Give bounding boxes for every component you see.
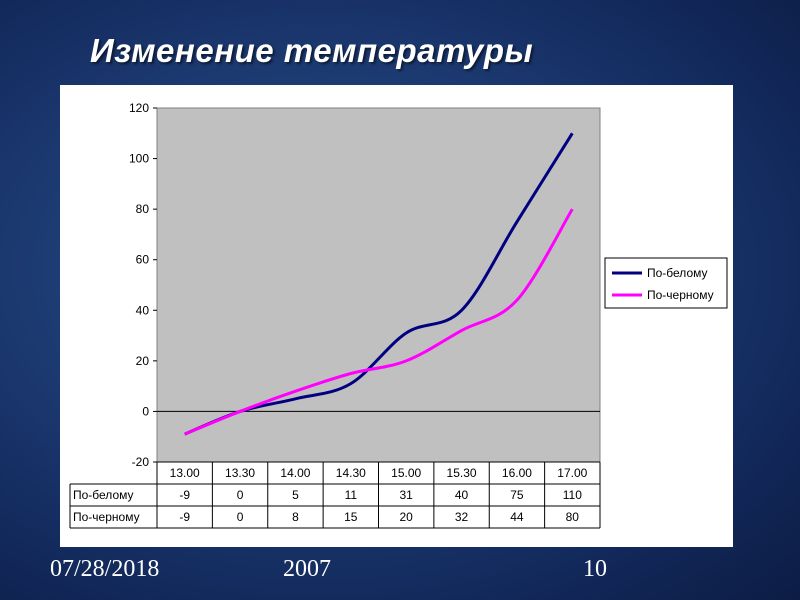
x-category-label: 14.30 [336,466,366,480]
y-tick-label: -20 [132,455,150,469]
y-tick-label: 0 [142,404,149,418]
table-value-cell: 44 [510,510,524,524]
table-value-cell: 15 [344,510,358,524]
y-tick-label: 40 [136,303,150,317]
y-tick-label: 80 [136,202,150,216]
table-value-cell: 110 [563,488,582,502]
legend-label: По-черному [647,288,714,302]
y-tick-label: 100 [129,152,149,166]
table-value-cell: 0 [237,510,244,524]
legend-label: По-белому [647,266,708,280]
table-value-cell: 32 [455,510,469,524]
series-line-po-chernomu [184,208,574,436]
x-category-label: 17.00 [557,466,587,480]
table-value-cell: 5 [292,488,299,502]
y-tick-label: 120 [129,101,149,115]
x-category-label: 15.00 [391,466,421,480]
table-value-cell: 20 [400,510,414,524]
table-value-cell: 75 [510,488,524,502]
chart-panel: 120 100 80 60 40 20 0 -20 По-белому По-черному 13.… [60,85,733,547]
footer-date: 07/28/2018 [50,556,160,582]
chart-legend [604,257,728,309]
table-value-cell: 0 [237,488,244,502]
plot-area [156,107,601,463]
x-category-label: 13.30 [225,466,255,480]
table-value-cell: -9 [179,488,190,502]
x-category-label: 13.00 [170,466,200,480]
footer-page-number: 10 [583,556,607,582]
line-chart: 120100806040200-20По-беломуПо-черному13.… [69,101,728,529]
table-value-cell: 31 [400,488,414,502]
x-category-label: 15.30 [447,466,477,480]
table-series-label: По-белому [73,488,134,502]
y-tick-label: 60 [136,253,150,267]
table-value-cell: -9 [179,510,190,524]
table-value-cell: 40 [455,488,469,502]
table-value-cell: 8 [292,510,299,524]
y-tick-label: 20 [136,354,150,368]
x-category-label: 14.00 [280,466,310,480]
table-value-cell: 11 [345,488,358,502]
x-category-label: 16.00 [502,466,532,480]
slide-title: Изменение температуры [90,32,534,69]
table-value-cell: 80 [566,510,580,524]
table-series-label: По-черному [73,510,140,524]
footer-year: 2007 [283,556,331,582]
